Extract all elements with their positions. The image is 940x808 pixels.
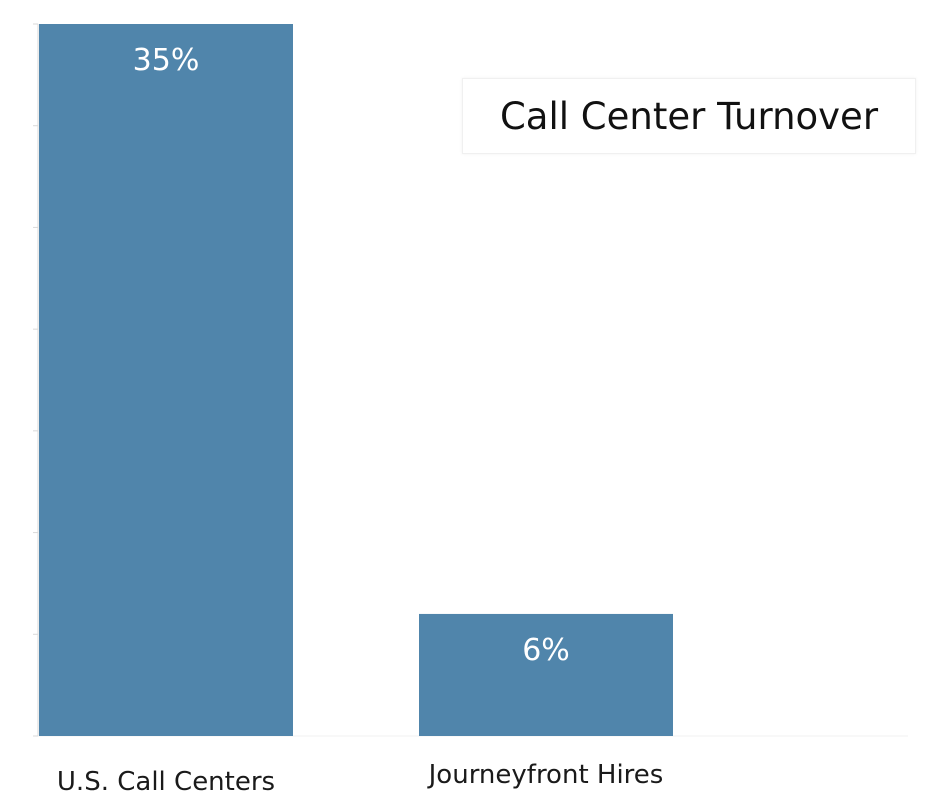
bar-value-label-1: 35% bbox=[133, 43, 200, 78]
labels-layer: 35% U.S. Call Centers 6% Journeyfront Hires bbox=[57, 43, 663, 797]
bar-1 bbox=[39, 24, 293, 736]
legend-label: Call Center Turnover bbox=[499, 94, 879, 138]
category-label-2: Journeyfront Hires bbox=[427, 760, 664, 790]
category-label-1: U.S. Call Centers bbox=[57, 767, 275, 797]
legend: Call Center Turnover bbox=[462, 78, 916, 154]
bars-layer bbox=[39, 24, 673, 736]
bar-2 bbox=[419, 613, 673, 736]
bar-value-label-2: 6% bbox=[522, 633, 570, 668]
